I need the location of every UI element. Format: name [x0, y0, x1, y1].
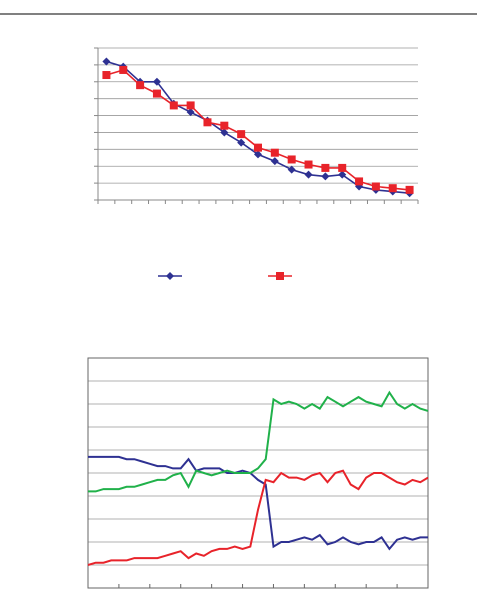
point-marker	[119, 65, 128, 74]
point-marker	[388, 184, 397, 193]
point-marker	[136, 81, 145, 90]
series-line	[106, 69, 410, 191]
point-marker	[254, 143, 262, 152]
series-line	[88, 455, 428, 551]
point-marker	[371, 182, 380, 191]
series-line	[106, 60, 410, 194]
point-marker	[203, 118, 212, 127]
legend-marker	[166, 272, 174, 280]
point-marker	[355, 177, 364, 186]
point-marker	[152, 77, 161, 86]
point-marker	[338, 170, 347, 179]
point-marker	[270, 148, 279, 157]
point-marker	[102, 71, 111, 80]
point-marker	[237, 138, 246, 147]
point-marker	[338, 163, 347, 172]
point-marker	[304, 170, 313, 179]
point-marker	[220, 128, 229, 137]
plot-frame	[87, 357, 429, 589]
point-marker	[220, 121, 229, 130]
point-marker	[287, 155, 296, 164]
point-marker	[270, 157, 279, 166]
point-marker	[321, 172, 330, 181]
legend-marker	[276, 272, 284, 280]
point-marker	[304, 160, 313, 169]
point-marker	[102, 57, 111, 66]
point-marker	[405, 185, 414, 194]
point-marker	[254, 150, 262, 159]
point-marker	[237, 130, 246, 139]
point-marker	[186, 108, 195, 117]
point-marker	[169, 101, 178, 110]
point-marker	[321, 163, 330, 172]
series-line	[87, 469, 429, 566]
point-marker	[186, 101, 195, 110]
point-marker	[152, 89, 161, 98]
series-line	[88, 390, 429, 493]
point-marker	[287, 165, 296, 174]
